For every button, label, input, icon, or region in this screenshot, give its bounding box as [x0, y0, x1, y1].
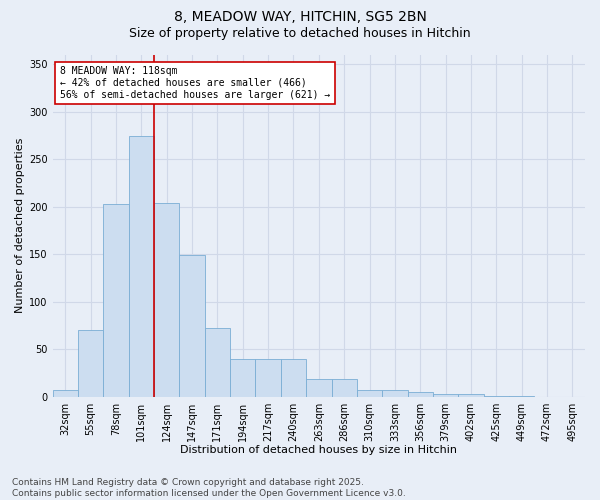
- Bar: [205, 328, 230, 396]
- Text: 8 MEADOW WAY: 118sqm
← 42% of detached houses are smaller (466)
56% of semi-deta: 8 MEADOW WAY: 118sqm ← 42% of detached h…: [60, 66, 331, 100]
- Bar: [129, 136, 154, 396]
- Bar: [357, 390, 382, 396]
- Bar: [407, 392, 433, 396]
- Bar: [78, 330, 103, 396]
- Bar: [230, 358, 256, 397]
- Bar: [306, 378, 332, 396]
- Text: 8, MEADOW WAY, HITCHIN, SG5 2BN: 8, MEADOW WAY, HITCHIN, SG5 2BN: [173, 10, 427, 24]
- Bar: [154, 203, 179, 396]
- Bar: [433, 394, 458, 396]
- Bar: [256, 358, 281, 397]
- Bar: [382, 390, 407, 396]
- Bar: [332, 378, 357, 396]
- Y-axis label: Number of detached properties: Number of detached properties: [15, 138, 25, 314]
- Text: Size of property relative to detached houses in Hitchin: Size of property relative to detached ho…: [129, 28, 471, 40]
- Bar: [103, 204, 129, 396]
- Bar: [179, 255, 205, 396]
- Bar: [281, 358, 306, 397]
- Text: Contains HM Land Registry data © Crown copyright and database right 2025.
Contai: Contains HM Land Registry data © Crown c…: [12, 478, 406, 498]
- X-axis label: Distribution of detached houses by size in Hitchin: Distribution of detached houses by size …: [181, 445, 457, 455]
- Bar: [53, 390, 78, 396]
- Bar: [458, 394, 484, 396]
